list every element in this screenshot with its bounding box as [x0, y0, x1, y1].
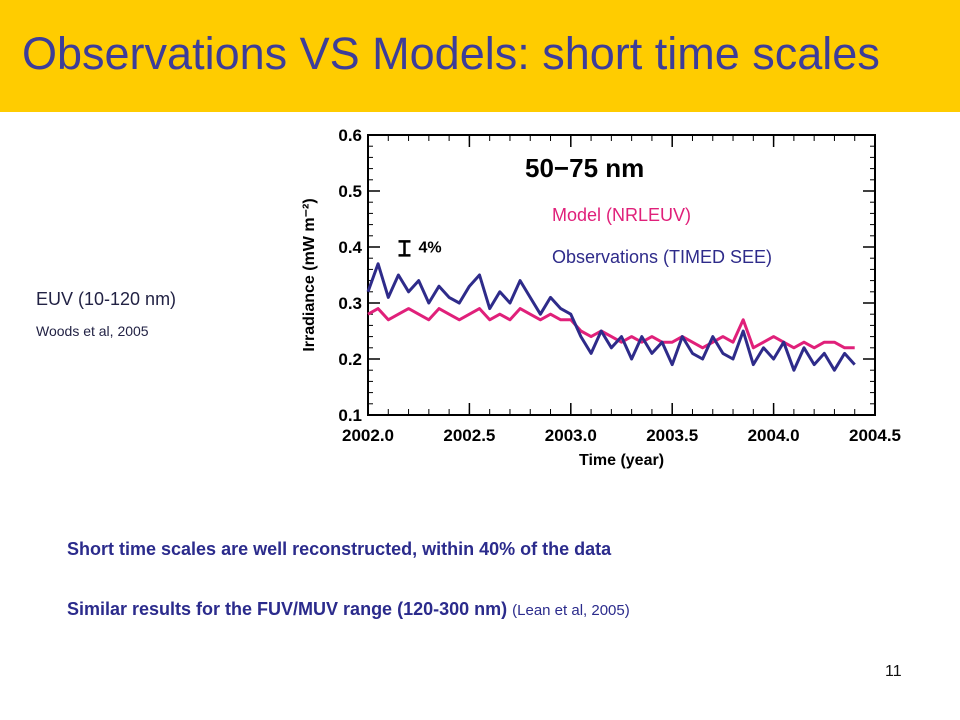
legend-entry-0: Model (NRLEUV) [552, 205, 691, 225]
conclusion-note-2-text: Similar results for the FUV/MUV range (1… [67, 599, 508, 619]
x-axis-label: Time (year) [579, 452, 664, 469]
title-bar [0, 0, 960, 112]
error-bar-marker [398, 240, 411, 257]
x-tick-label-2: 2003.0 [545, 426, 597, 445]
y-axis-label: Irradiance (mW m⁻²) [301, 198, 318, 351]
y-tick-label-4: 0.5 [338, 182, 362, 201]
y-tick-label-0: 0.1 [338, 406, 362, 425]
conclusion-note-1: Short time scales are well reconstructed… [67, 539, 612, 559]
chart-title: 50−75 nm [525, 153, 644, 183]
conclusion-note-2-reference: (Lean et al, 2005) [512, 602, 630, 619]
legend-entry-1: Observations (TIMED SEE) [552, 247, 772, 267]
y-tick-label-3: 0.4 [338, 238, 362, 257]
y-tick-label-5: 0.6 [338, 126, 362, 145]
y-tick-label-2: 0.3 [338, 294, 362, 313]
chart-svg: 2002.0 2002.5 2003.0 2003.5 2004.0 2004.5 0.1 0… [301, 126, 901, 469]
x-tick-label-3: 2003.5 [646, 426, 698, 445]
series-line-0 [367, 307, 855, 350]
x-tick-label-5: 2004.5 [849, 426, 901, 445]
y-tick-label-1: 0.2 [338, 350, 362, 369]
series-line-1 [366, 262, 856, 372]
euv-range-label: EUV (10-120 nm) [36, 289, 177, 309]
x-tick-label-0: 2002.0 [342, 426, 394, 445]
conclusion-note-2: Similar results for the FUV/MUV range (1… [67, 599, 630, 620]
slide-title: Observations VS Models: short time scale… [22, 28, 880, 79]
euv-reference: Woods et al, 2005 [36, 323, 149, 339]
irradiance-chart: 2002.0 2002.5 2003.0 2003.5 2004.0 2004.5 0.1 0… [290, 125, 930, 480]
plot-frame [367, 134, 876, 416]
x-tick-label-1: 2002.5 [443, 426, 495, 445]
page-number: 11 [885, 663, 902, 680]
x-tick-label-4: 2004.0 [748, 426, 800, 445]
error-bar-label: 4% [419, 240, 442, 257]
